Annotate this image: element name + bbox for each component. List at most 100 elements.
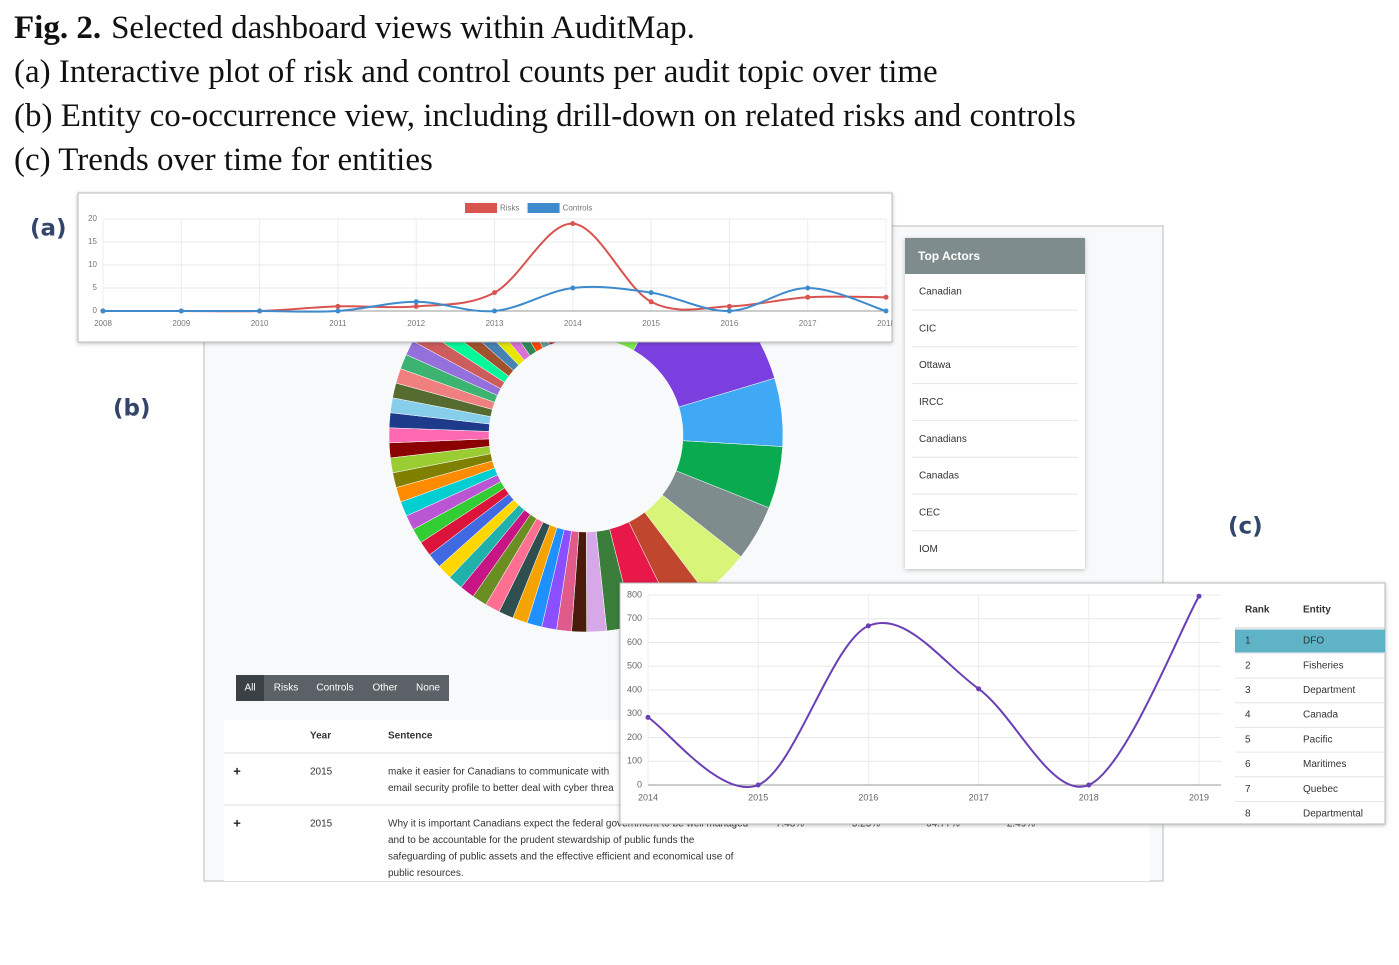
point [492,290,497,296]
sentence: and to be accountable for the prudent st… [388,835,695,846]
rank[interactable]: 7 [1245,784,1251,795]
point [570,221,576,227]
panel-label: (a) [30,216,67,242]
panel-label: (b) [113,396,151,422]
x-tick-label: 2018 [1079,792,1099,802]
x-tick-label: 2009 [172,319,190,328]
point [648,290,654,296]
point [257,308,263,314]
filter-button[interactable]: Controls [316,683,353,694]
x-tick-label: 2015 [748,792,768,802]
point [883,294,889,300]
x-tick-label: 2008 [94,319,112,328]
filter-button[interactable]: All [244,683,255,694]
legend-label: Risks [500,204,520,213]
top-actors-title: Top Actors [918,249,980,263]
entity[interactable]: Canada [1303,710,1338,721]
entity[interactable]: Fisheries [1303,660,1344,671]
y-tick-label: 500 [627,661,642,671]
rank[interactable]: 1 [1245,636,1251,647]
point [645,714,651,720]
actor-item: IRCC [919,397,943,408]
point [335,303,341,309]
expand-button[interactable]: + [233,815,241,830]
top-actors-card [905,238,1085,569]
point [100,308,106,314]
point [805,294,811,300]
point [1086,782,1092,788]
column-header: Sentence [388,731,433,742]
point [648,299,654,305]
sentence: email security profile to better deal wi… [388,783,614,794]
caption-label: Fig. 2. [14,10,101,46]
x-tick-label: 2015 [642,319,660,328]
entity[interactable]: DFO [1303,636,1324,647]
x-tick-label: 2011 [329,319,347,328]
actor-item: IOM [919,544,938,555]
x-tick-label: 2016 [858,792,878,802]
point [805,285,811,291]
rank[interactable]: 5 [1245,734,1251,745]
sentence: public resources. [388,868,464,879]
chart-c-card [619,582,1386,825]
caption-line: (b) Entity co-occurrence view, including… [14,98,1076,134]
rank[interactable]: 6 [1245,759,1251,770]
actor-item: Ottawa [919,360,951,371]
chart-a: 0 5 10 15 20 2008 2009 2010 2011 2012 2013 2014 2015… [88,203,892,328]
point [1196,593,1202,599]
year: 2015 [310,767,333,778]
column-header: Year [310,731,331,742]
legend-swatch [527,203,560,213]
entity[interactable]: Departmental [1303,809,1363,820]
legend-swatch [465,203,497,213]
entity[interactable]: Department [1303,685,1355,696]
y-tick-label: 20 [88,214,97,223]
sentence: make it easier for Canadians to communic… [388,767,609,778]
point [413,303,419,309]
entity[interactable]: Pacific [1303,734,1332,745]
actor-item: CEC [919,507,940,518]
y-tick-label: 0 [637,779,642,789]
sentence: Why it is important Canadians expect the… [388,819,748,830]
x-tick-label: 2017 [799,319,817,328]
filter-button[interactable]: Other [372,683,398,694]
line-series [103,285,887,313]
line-series [647,595,1200,789]
point [570,285,576,291]
x-tick-label: 2012 [407,319,425,328]
actor-item: Canadas [919,471,959,482]
legend-label: Controls [563,204,593,213]
x-tick-label: 2010 [251,319,269,328]
rank[interactable]: 8 [1245,809,1251,820]
entity[interactable]: Maritimes [1303,759,1346,770]
rank[interactable]: 4 [1245,710,1251,721]
caption-title: Selected dashboard views within AuditMap… [111,10,695,46]
filter-active [236,675,264,701]
chart-a-card [77,192,893,343]
point [865,623,871,629]
x-tick-label: 2017 [969,792,989,802]
rank[interactable]: 2 [1245,660,1251,671]
filter-button[interactable]: Risks [274,683,298,694]
selected-row [1235,629,1385,653]
x-tick-label: 2013 [486,319,504,328]
point [883,308,889,314]
year: 2015 [310,819,333,830]
top-actors-header [905,238,1085,274]
point [726,308,732,314]
sentence: safeguarding of public assets and the ef… [388,852,734,863]
y-tick-label: 200 [627,732,642,742]
entity[interactable]: Quebec [1303,784,1338,795]
column-header: Rank [1245,605,1270,616]
point [178,308,184,314]
rank[interactable]: 3 [1245,685,1251,696]
point [413,299,419,305]
y-tick-label: 100 [627,756,642,766]
expand-button[interactable]: + [233,763,241,778]
point [492,308,497,314]
filter-button[interactable]: None [416,683,440,694]
panel-label: (c) [1228,514,1263,540]
x-tick-label: 2016 [721,319,739,328]
point [976,686,982,692]
